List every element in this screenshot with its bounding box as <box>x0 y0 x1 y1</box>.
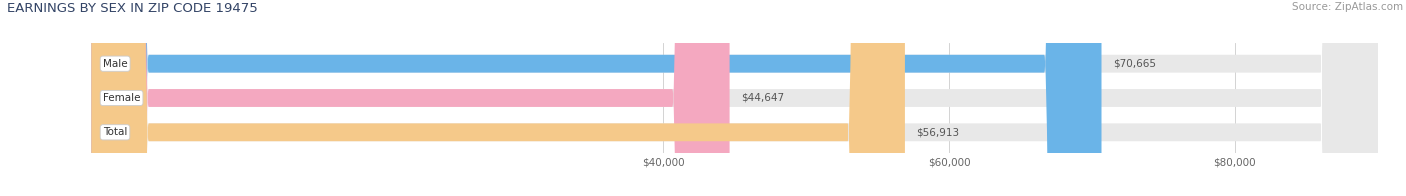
Text: Source: ZipAtlas.com: Source: ZipAtlas.com <box>1292 2 1403 12</box>
FancyBboxPatch shape <box>91 0 1378 196</box>
Text: Total: Total <box>103 127 127 137</box>
FancyBboxPatch shape <box>91 0 1378 196</box>
Text: EARNINGS BY SEX IN ZIP CODE 19475: EARNINGS BY SEX IN ZIP CODE 19475 <box>7 2 257 15</box>
FancyBboxPatch shape <box>91 0 905 196</box>
Text: Male: Male <box>103 59 128 69</box>
Text: $56,913: $56,913 <box>917 127 959 137</box>
FancyBboxPatch shape <box>91 0 1101 196</box>
FancyBboxPatch shape <box>91 0 1378 196</box>
Text: $70,665: $70,665 <box>1114 59 1156 69</box>
Text: $44,647: $44,647 <box>741 93 785 103</box>
FancyBboxPatch shape <box>91 0 730 196</box>
Text: Female: Female <box>103 93 141 103</box>
